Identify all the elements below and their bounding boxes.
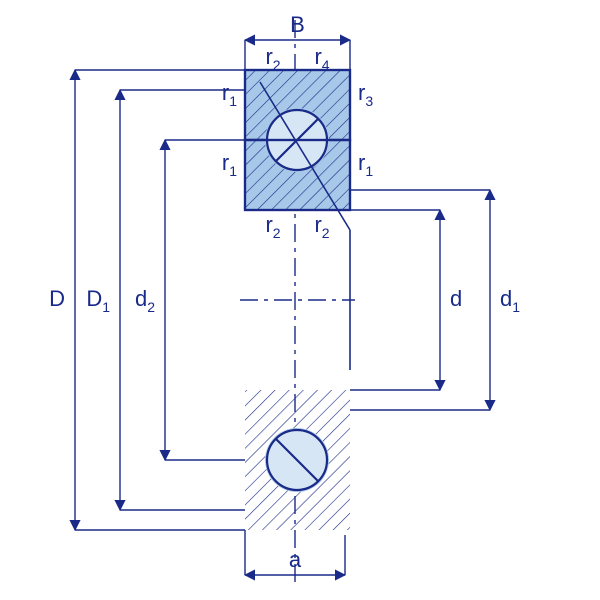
label-r1-TL: r1: [222, 80, 237, 109]
label-dim-D1: D1: [86, 286, 110, 315]
label-r1-ML: r1: [222, 150, 237, 179]
bearing-diagram: Ba D D1 d2 d d1 r1 r2 r4 r3 r1 r1 r2 r2: [0, 0, 600, 600]
label-dim-d: d: [450, 286, 462, 311]
label-r3-TR: r3: [358, 80, 373, 109]
label-r4-T: r4: [314, 44, 329, 73]
label-r2-BR: r2: [314, 212, 329, 241]
label-r1-MR: r1: [358, 150, 373, 179]
label-a: a: [289, 547, 302, 572]
label-B: B: [290, 12, 305, 37]
label-dim-D: D: [49, 286, 65, 311]
label-dim-d2: d2: [135, 286, 155, 315]
label-dim-d1: d1: [500, 286, 520, 315]
label-r2-B: r2: [265, 212, 280, 241]
label-r2-T: r2: [265, 44, 280, 73]
